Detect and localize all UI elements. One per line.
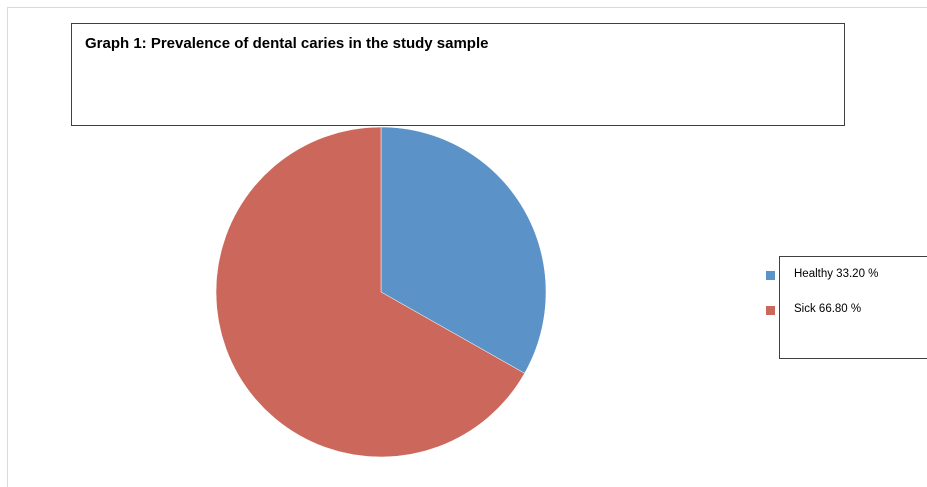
legend-box: [779, 256, 927, 359]
pie-chart: [215, 126, 547, 458]
chart-title: Graph 1: Prevalence of dental caries in …: [85, 35, 489, 52]
legend-swatch-healthy: [766, 271, 775, 280]
legend-label-sick: Sick 66.80 %: [794, 303, 862, 315]
chart-title-box: Graph 1: Prevalence of dental caries in …: [71, 23, 845, 126]
pie-slice-healthy: [380, 126, 547, 374]
legend-swatch-sick: [766, 306, 775, 315]
legend-label-healthy: Healthy 33.20 %: [794, 268, 879, 280]
chart-frame: [7, 7, 927, 487]
pie-slice-sick: [215, 126, 525, 458]
